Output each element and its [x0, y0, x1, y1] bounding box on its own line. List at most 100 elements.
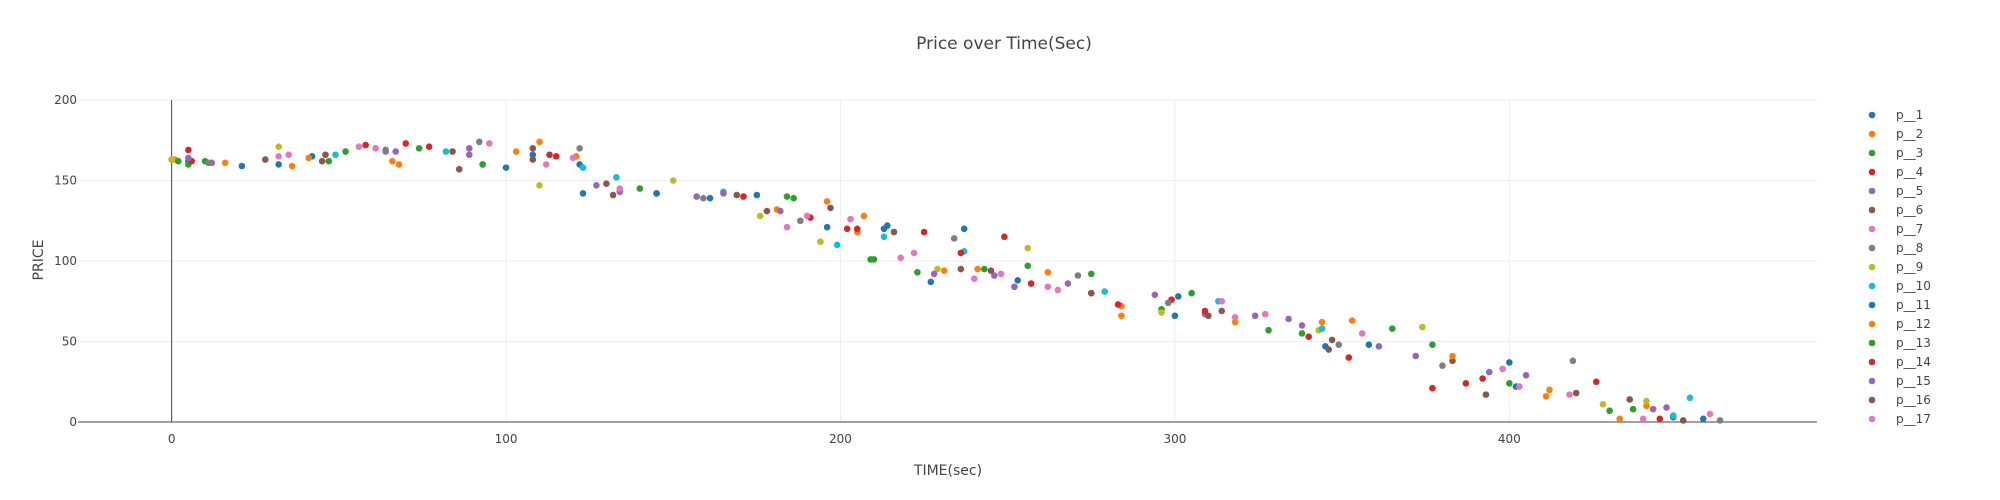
- data-point[interactable]: [897, 254, 904, 262]
- data-point[interactable]: [1643, 402, 1650, 410]
- legend-item[interactable]: p__1: [1868, 108, 1924, 122]
- data-point[interactable]: [843, 225, 851, 233]
- data-point[interactable]: [552, 153, 560, 160]
- data-point[interactable]: [395, 161, 403, 168]
- data-point[interactable]: [1656, 415, 1664, 423]
- data-point[interactable]: [890, 228, 898, 236]
- data-point[interactable]: [1626, 396, 1634, 403]
- data-point[interactable]: [1449, 357, 1456, 365]
- data-point[interactable]: [753, 191, 761, 199]
- legend-item[interactable]: p__15: [1868, 374, 1931, 388]
- data-point[interactable]: [980, 265, 988, 273]
- data-point[interactable]: [827, 204, 834, 212]
- data-point[interactable]: [546, 151, 553, 159]
- legend-item[interactable]: p__17: [1868, 412, 1931, 426]
- data-point[interactable]: [529, 151, 537, 159]
- data-point[interactable]: [512, 148, 520, 155]
- data-point[interactable]: [185, 154, 192, 162]
- data-point[interactable]: [653, 190, 660, 197]
- data-point[interactable]: [1679, 417, 1687, 424]
- data-point[interactable]: [465, 151, 473, 159]
- data-point[interactable]: [185, 146, 192, 154]
- data-point[interactable]: [783, 223, 791, 231]
- data-point[interactable]: [479, 161, 486, 168]
- data-point[interactable]: [1566, 391, 1573, 398]
- data-point[interactable]: [168, 156, 175, 163]
- data-point[interactable]: [362, 141, 369, 149]
- data-point[interactable]: [609, 191, 617, 199]
- data-point[interactable]: [1429, 384, 1436, 392]
- data-point[interactable]: [1345, 354, 1353, 361]
- data-point[interactable]: [392, 148, 400, 155]
- data-point[interactable]: [823, 198, 831, 205]
- data-point[interactable]: [342, 148, 349, 155]
- data-point[interactable]: [325, 157, 333, 165]
- data-point[interactable]: [790, 194, 797, 202]
- data-point[interactable]: [205, 159, 212, 167]
- data-point[interactable]: [1088, 289, 1095, 297]
- data-point[interactable]: [425, 143, 433, 150]
- data-point[interactable]: [603, 180, 610, 188]
- legend-item[interactable]: p__7: [1868, 222, 1924, 236]
- data-point[interactable]: [763, 207, 771, 215]
- legend-item[interactable]: p__2: [1868, 127, 1924, 141]
- data-point[interactable]: [700, 194, 707, 202]
- legend-item[interactable]: p__12: [1868, 317, 1931, 331]
- data-point[interactable]: [940, 267, 948, 274]
- data-point[interactable]: [1171, 312, 1179, 320]
- data-point[interactable]: [261, 156, 269, 163]
- data-point[interactable]: [576, 145, 583, 152]
- data-point[interactable]: [1011, 283, 1018, 291]
- data-point[interactable]: [332, 151, 339, 159]
- data-point[interactable]: [970, 275, 978, 283]
- data-point[interactable]: [934, 265, 941, 273]
- data-point[interactable]: [1118, 312, 1125, 320]
- data-point[interactable]: [288, 162, 296, 170]
- data-point[interactable]: [1114, 301, 1122, 308]
- data-point[interactable]: [1716, 417, 1724, 424]
- data-point[interactable]: [1305, 333, 1312, 340]
- data-point[interactable]: [355, 143, 363, 150]
- data-point[interactable]: [536, 182, 543, 189]
- data-point[interactable]: [1318, 325, 1326, 332]
- data-point[interactable]: [476, 138, 483, 146]
- data-point[interactable]: [221, 159, 229, 167]
- data-point[interactable]: [1318, 318, 1326, 326]
- data-point[interactable]: [1419, 323, 1426, 331]
- data-point[interactable]: [756, 212, 764, 220]
- data-point[interactable]: [529, 145, 537, 152]
- data-point[interactable]: [1629, 405, 1637, 413]
- data-point[interactable]: [542, 161, 550, 168]
- data-point[interactable]: [1251, 312, 1259, 320]
- data-point[interactable]: [1064, 280, 1072, 287]
- data-point[interactable]: [1151, 291, 1159, 299]
- legend-item[interactable]: p__16: [1868, 393, 1931, 407]
- data-point[interactable]: [1546, 386, 1553, 394]
- data-point[interactable]: [1569, 357, 1577, 365]
- data-point[interactable]: [867, 256, 874, 263]
- data-point[interactable]: [1261, 310, 1269, 318]
- data-point[interactable]: [776, 207, 784, 215]
- data-point[interactable]: [318, 157, 326, 165]
- data-point[interactable]: [1231, 318, 1239, 326]
- data-point[interactable]: [569, 154, 577, 162]
- data-point[interactable]: [486, 140, 493, 147]
- data-point[interactable]: [449, 148, 456, 155]
- data-point[interactable]: [1522, 372, 1530, 379]
- data-point[interactable]: [593, 182, 600, 189]
- data-point[interactable]: [636, 185, 644, 192]
- data-point[interactable]: [914, 268, 921, 276]
- data-point[interactable]: [1506, 359, 1513, 366]
- data-point[interactable]: [1335, 341, 1343, 349]
- data-point[interactable]: [817, 238, 824, 245]
- data-point[interactable]: [920, 228, 928, 236]
- data-point[interactable]: [1298, 322, 1306, 329]
- data-point[interactable]: [1024, 244, 1032, 252]
- data-point[interactable]: [927, 278, 935, 286]
- data-point[interactable]: [1014, 277, 1022, 284]
- data-point[interactable]: [1074, 272, 1082, 279]
- data-point[interactable]: [910, 249, 918, 257]
- data-point[interactable]: [1024, 262, 1032, 270]
- data-point[interactable]: [305, 154, 313, 162]
- data-point[interactable]: [803, 212, 811, 220]
